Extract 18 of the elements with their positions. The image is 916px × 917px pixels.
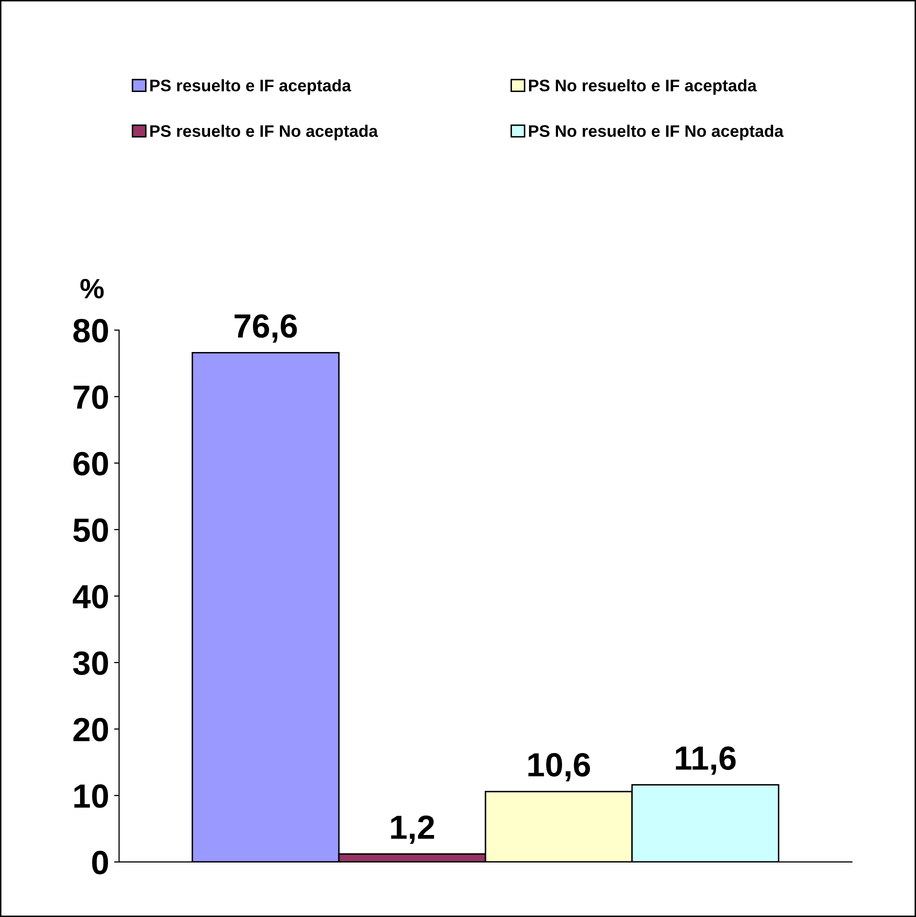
y-axis-title: % <box>80 278 104 298</box>
legend-label: PS resuelto e IF aceptada <box>150 79 352 95</box>
y-tick-label: 0 <box>92 850 108 874</box>
y-tick-label: 20 <box>73 718 108 742</box>
y-tick-label: 70 <box>74 385 108 410</box>
y-tick-label: 60 <box>74 452 108 476</box>
legend-label: PS resuelto e IF No aceptada <box>150 124 378 140</box>
y-tick-label: 50 <box>73 518 108 542</box>
data-label: 11,6 <box>676 746 736 775</box>
y-tick-label: 80 <box>73 318 108 343</box>
y-tick-label: 10 <box>74 784 108 808</box>
data-label: 76,6 <box>234 314 297 343</box>
y-tick-label: 40 <box>72 584 108 608</box>
data-label: 1,2 <box>391 815 434 844</box>
legend-label: PS No resuelto e IF aceptada <box>529 79 757 95</box>
y-tick-label: 30 <box>73 651 108 675</box>
legend-label: PS No resuelto e IF No aceptada <box>529 124 784 140</box>
data-label: 10,6 <box>528 752 590 782</box>
